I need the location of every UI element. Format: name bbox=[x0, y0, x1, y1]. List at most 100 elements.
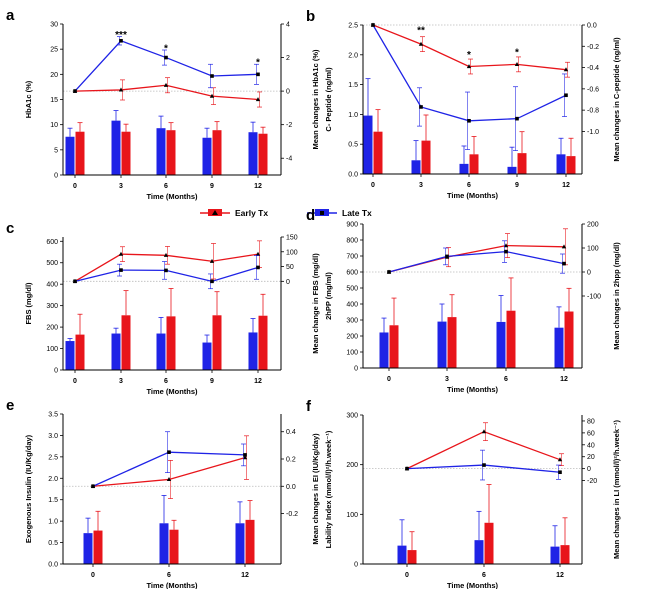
marker-early bbox=[118, 87, 124, 92]
y2-tick-label: 40 bbox=[587, 442, 595, 449]
bar-early bbox=[373, 131, 383, 174]
y2-axis-title: Mean changes in EI (IU/Kg/day) bbox=[311, 433, 320, 545]
marker-early bbox=[418, 41, 424, 46]
bar-early bbox=[421, 140, 431, 174]
y-tick-label: 1.0 bbox=[348, 112, 358, 119]
panel-label: b bbox=[306, 8, 315, 25]
y-tick-label: 1.5 bbox=[48, 497, 58, 504]
y-tick-label: 2.0 bbox=[48, 476, 58, 483]
y2-tick-label: -4 bbox=[286, 156, 292, 163]
line-early bbox=[74, 84, 259, 101]
x-axis-title: Time (Months) bbox=[447, 581, 499, 589]
marker-late bbox=[504, 249, 508, 254]
bar-early bbox=[560, 545, 570, 564]
panel-label: a bbox=[6, 7, 15, 24]
y-tick-label: 2.5 bbox=[348, 23, 358, 30]
marker-early bbox=[563, 67, 569, 72]
marker-late bbox=[210, 74, 214, 78]
panel-label: e bbox=[6, 397, 14, 414]
y2-tick-label: 0.0 bbox=[587, 23, 597, 30]
marker-late bbox=[467, 118, 471, 123]
bar-late bbox=[363, 115, 373, 174]
x-tick-label: 3 bbox=[119, 183, 123, 190]
bar-early bbox=[75, 131, 85, 175]
y2-tick-label: 100 bbox=[587, 246, 599, 253]
chart-panel-b: 0.0 0.5 1.0 1.5 2.0 2.5 0.0 -0.2 -0.4 -0.6 -0.8 -1.… bbox=[306, 8, 621, 200]
y-tick-label: 15 bbox=[50, 97, 58, 104]
bar-late bbox=[379, 332, 389, 368]
x-tick-label: 12 bbox=[560, 376, 568, 383]
marker-early bbox=[166, 477, 172, 482]
marker-late bbox=[256, 265, 260, 270]
bar-early bbox=[469, 154, 479, 174]
x-tick-label: 12 bbox=[254, 378, 262, 385]
bar-late bbox=[156, 128, 166, 175]
bar-late bbox=[111, 120, 121, 175]
y-tick-label: 10 bbox=[50, 122, 58, 129]
x-tick-label: 6 bbox=[167, 572, 171, 579]
bar-early bbox=[169, 529, 179, 564]
x-tick-label: 9 bbox=[210, 378, 214, 385]
x-tick-label: 3 bbox=[445, 376, 449, 383]
y-tick-label: 2.5 bbox=[48, 454, 58, 461]
line-early bbox=[74, 253, 259, 282]
chart-panel-c: 0 100 200 300 400 500 600 0 50 100 150 0 3 6 9 12 Time (… bbox=[6, 220, 320, 396]
marker-early bbox=[503, 243, 509, 248]
y-tick-label: 20 bbox=[50, 72, 58, 79]
bar-late bbox=[159, 523, 169, 564]
y-tick-label: 5 bbox=[54, 147, 58, 154]
significance-marker: * bbox=[256, 58, 260, 69]
bar-late bbox=[202, 342, 212, 370]
bar-late bbox=[248, 132, 258, 175]
y-tick-label: 300 bbox=[346, 413, 358, 420]
legend-early-marker bbox=[212, 210, 218, 215]
bar-late bbox=[202, 137, 212, 175]
y-tick-label: 0 bbox=[54, 368, 58, 375]
y-tick-label: 300 bbox=[46, 303, 58, 310]
bar-early bbox=[484, 522, 494, 564]
y2-axis-title: Mean change in FBS (mg/dl) bbox=[311, 253, 320, 354]
y-tick-label: 600 bbox=[346, 270, 358, 277]
x-axis-title: Time (Months) bbox=[146, 192, 198, 201]
chart-panel-e: 0.0 0.5 1.0 1.5 2.0 2.5 3.0 3.5 -0.2 0.0 0.2 0.4 0 6 1… bbox=[6, 397, 320, 589]
marker-early bbox=[209, 93, 215, 98]
marker-late bbox=[210, 279, 214, 284]
x-tick-label: 12 bbox=[562, 182, 570, 189]
bar-early bbox=[75, 334, 85, 370]
chart-panel-a: 0 5 10 15 20 25 30 -4 -2 0 2 4 0 3 6 9 12 Time (Months) Hb… bbox=[6, 7, 320, 201]
y-tick-label: 700 bbox=[346, 254, 358, 261]
bar-early bbox=[447, 317, 457, 368]
y2-tick-label: 60 bbox=[587, 430, 595, 437]
y-axis-title: Exogenous Insulin (IU/Kg/day) bbox=[24, 434, 33, 543]
marker-early bbox=[481, 429, 487, 434]
bar-early bbox=[517, 153, 527, 174]
bar-early bbox=[166, 316, 176, 370]
marker-late bbox=[73, 279, 77, 284]
bar-early bbox=[566, 156, 576, 174]
y-tick-label: 400 bbox=[346, 302, 358, 309]
y2-tick-label: -0.2 bbox=[286, 511, 298, 518]
chart-panel-d: 0 100 200 300 400 500 600 700 800 900 -100 0 100 200 0… bbox=[306, 207, 621, 394]
y-tick-label: 500 bbox=[346, 286, 358, 293]
bar-early bbox=[212, 315, 222, 370]
marker-late bbox=[405, 466, 409, 471]
panel-label: c bbox=[6, 220, 14, 237]
x-tick-label: 6 bbox=[504, 376, 508, 383]
bar-early bbox=[245, 519, 255, 564]
bar-early bbox=[212, 130, 222, 175]
marker-late bbox=[515, 116, 519, 121]
bar-early bbox=[121, 315, 131, 370]
marker-early bbox=[514, 61, 520, 66]
marker-late bbox=[371, 23, 375, 27]
bar-early bbox=[93, 530, 103, 564]
bar-early bbox=[258, 315, 268, 370]
marker-late bbox=[387, 270, 391, 274]
bar-early bbox=[407, 550, 417, 564]
x-axis-title: Time (Months) bbox=[146, 581, 198, 589]
x-tick-label: 6 bbox=[482, 572, 486, 579]
bar-late bbox=[156, 333, 166, 370]
marker-early bbox=[561, 244, 567, 249]
y2-tick-label: 2 bbox=[286, 55, 290, 62]
y-tick-label: 100 bbox=[346, 512, 358, 519]
